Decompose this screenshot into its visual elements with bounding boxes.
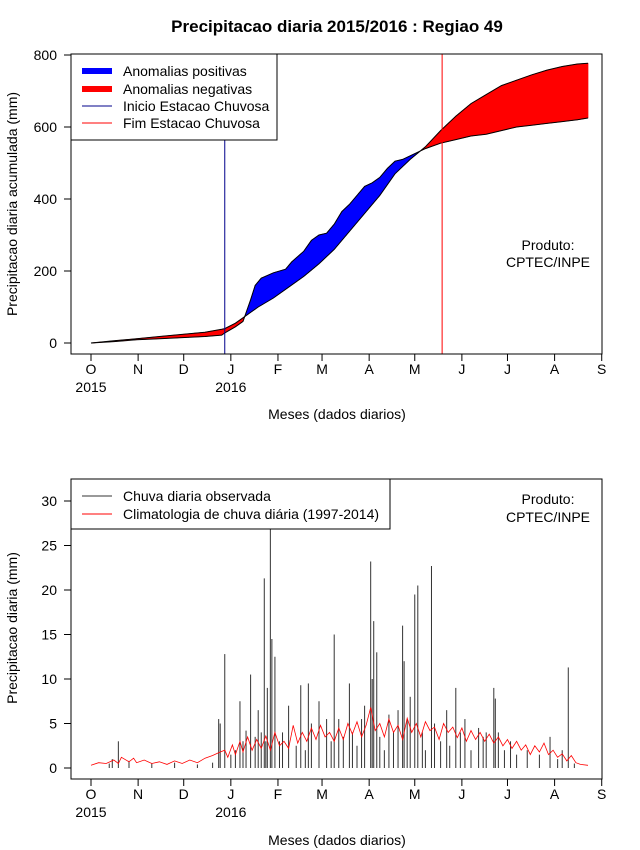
observed-daily-bars — [108, 527, 575, 768]
x-tick-label: N — [133, 361, 143, 377]
x-tick-label: D — [179, 786, 189, 802]
y-tick-label: 400 — [34, 191, 58, 207]
y-axis: 0 5 10 15 20 25 30 — [41, 493, 72, 776]
year-label: 2016 — [215, 379, 246, 395]
anomaly-slice — [586, 62, 589, 119]
year-label: 2015 — [75, 379, 106, 395]
y-tick-label: 20 — [41, 582, 57, 598]
x-tick-label: J — [504, 361, 511, 377]
year-label: 2015 — [75, 804, 106, 820]
climatology-daily-line — [90, 707, 589, 766]
legend-label-negative: Anomalias negativas — [123, 81, 252, 97]
x-axis: O N D J F M A M J J A S 2015 2016 — [75, 778, 606, 820]
year-label: 2016 — [215, 804, 246, 820]
legend: Anomalias positivas Anomalias negativas … — [70, 53, 278, 141]
cumulative-chart: 0 200 400 600 800 O N D J F M A M J J A S 2015 2016 Meses… — [4, 47, 606, 422]
legend: Chuva diaria observada Climatologia de c… — [70, 478, 391, 530]
x-tick-label: O — [86, 361, 97, 377]
x-tick-label: F — [274, 361, 283, 377]
y-tick-label: 10 — [41, 671, 57, 687]
y-tick-label: 600 — [34, 119, 58, 135]
y-tick-label: 15 — [41, 627, 57, 643]
x-axis: O N D J F M A M J J A S 2015 2016 — [75, 353, 606, 395]
x-tick-label: J — [227, 786, 234, 802]
legend-box — [70, 478, 391, 530]
chart-title: Precipitacao diaria 2015/2016 : Regiao 4… — [171, 17, 503, 36]
x-axis-label: Meses (dados diarios) — [268, 832, 406, 848]
x-axis-label: Meses (dados diarios) — [268, 406, 406, 422]
legend-label-climatology: Climatologia de chuva diária (1997-2014) — [123, 506, 379, 522]
x-tick-label: M — [409, 361, 421, 377]
y-axis-label: Precipitacao diaria (mm) — [4, 552, 20, 704]
y-axis: 0 200 400 600 800 — [34, 47, 72, 351]
daily-chart: 0 5 10 15 20 25 30 O N D J F M A M J J A S 2015 2016 Meses … — [4, 478, 606, 848]
x-tick-label: J — [227, 361, 234, 377]
x-tick-label: N — [133, 786, 143, 802]
y-tick-label: 200 — [34, 263, 58, 279]
product-label: Produto: — [522, 237, 575, 253]
x-tick-label: A — [550, 786, 560, 802]
product-source: CPTEC/INPE — [506, 254, 590, 270]
y-tick-label: 0 — [49, 335, 57, 351]
legend-label-start: Inicio Estacao Chuvosa — [123, 98, 270, 114]
x-tick-label: F — [274, 786, 283, 802]
climatology-cumulative-line — [90, 62, 589, 344]
x-tick-label: A — [364, 786, 374, 802]
legend-label-end: Fim Estacao Chuvosa — [123, 115, 260, 131]
x-tick-label: S — [597, 786, 606, 802]
legend-label-positive: Anomalias positivas — [123, 63, 247, 79]
y-tick-label: 30 — [41, 493, 57, 509]
x-tick-label: A — [550, 361, 560, 377]
x-tick-label: S — [597, 361, 606, 377]
x-tick-label: O — [86, 786, 97, 802]
x-tick-label: J — [458, 786, 465, 802]
x-tick-label: M — [409, 786, 421, 802]
x-tick-label: J — [504, 786, 511, 802]
x-tick-label: A — [364, 361, 374, 377]
x-tick-label: M — [316, 786, 328, 802]
product-source: CPTEC/INPE — [506, 509, 590, 525]
product-label: Produto: — [522, 491, 575, 507]
y-tick-label: 5 — [49, 716, 57, 732]
x-tick-label: D — [179, 361, 189, 377]
y-tick-label: 25 — [41, 538, 57, 554]
y-tick-label: 800 — [34, 47, 58, 63]
legend-label-observed: Chuva diaria observada — [123, 488, 271, 504]
x-tick-label: J — [458, 361, 465, 377]
y-axis-label: Precipitacao diaria acumulada (mm) — [4, 92, 20, 316]
x-tick-label: M — [316, 361, 328, 377]
y-tick-label: 0 — [49, 760, 57, 776]
